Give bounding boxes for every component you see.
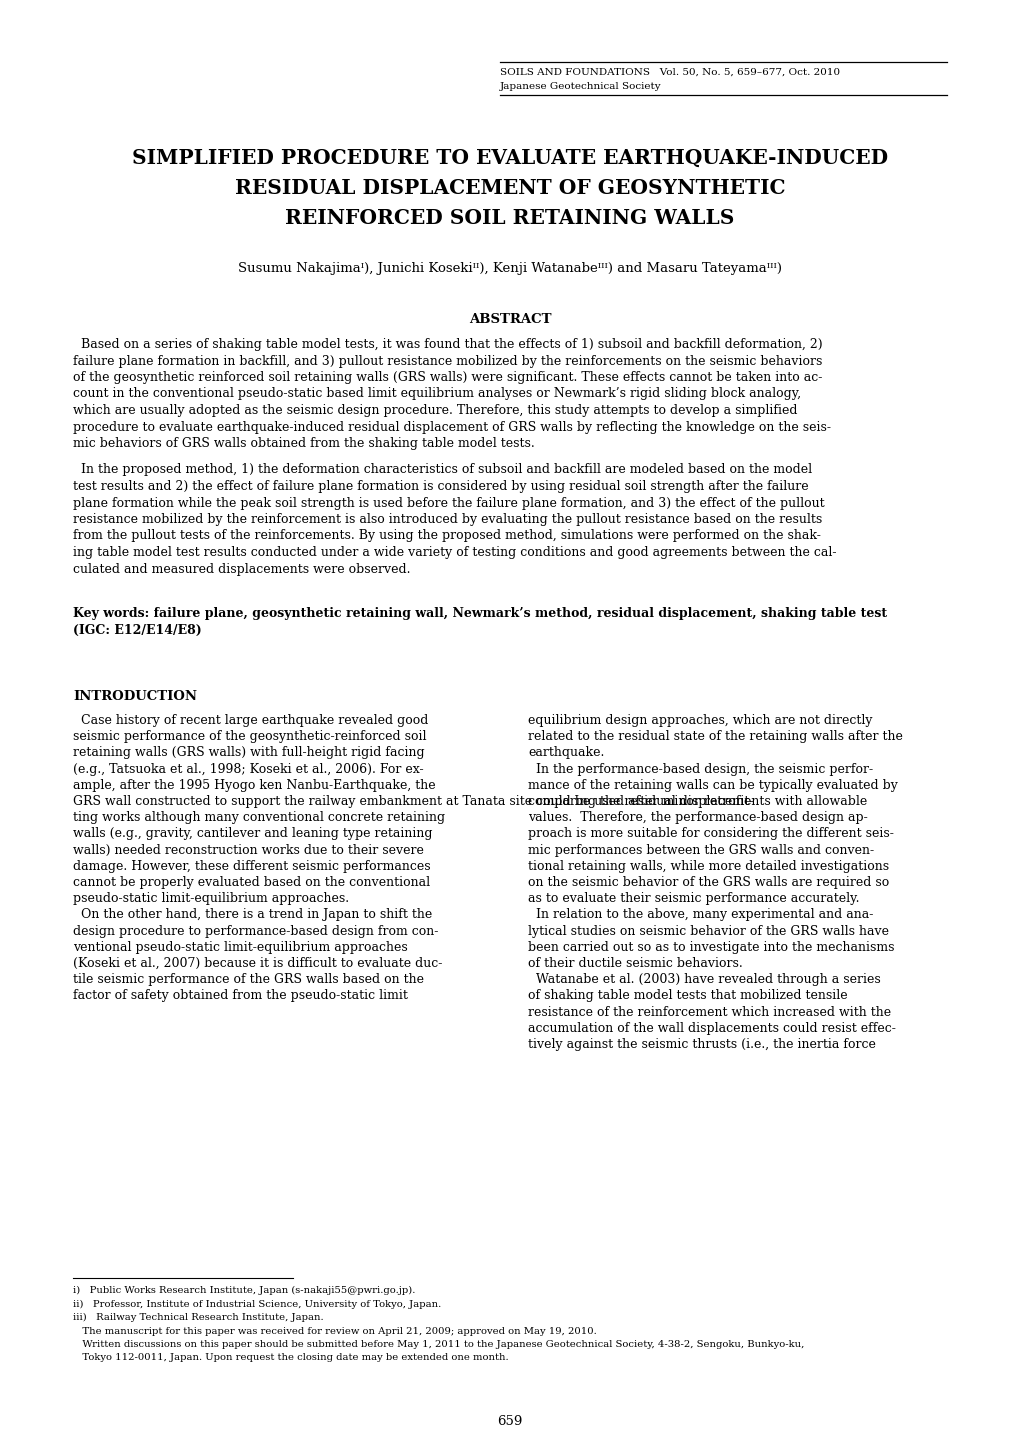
- Text: SIMPLIFIED PROCEDURE TO EVALUATE EARTHQUAKE-INDUCED: SIMPLIFIED PROCEDURE TO EVALUATE EARTHQU…: [131, 149, 888, 167]
- Text: been carried out so as to investigate into the mechanisms: been carried out so as to investigate in…: [528, 941, 894, 954]
- Text: of shaking table model tests that mobilized tensile: of shaking table model tests that mobili…: [528, 990, 847, 1003]
- Text: tively against the seismic thrusts (i.e., the inertia force: tively against the seismic thrusts (i.e.…: [528, 1038, 875, 1051]
- Text: values.  Therefore, the performance-based design ap-: values. Therefore, the performance-based…: [528, 811, 867, 824]
- Text: design procedure to performance-based design from con-: design procedure to performance-based de…: [73, 925, 438, 938]
- Text: related to the residual state of the retaining walls after the: related to the residual state of the ret…: [528, 730, 902, 743]
- Text: on the seismic behavior of the GRS walls are required so: on the seismic behavior of the GRS walls…: [528, 876, 889, 889]
- Text: tile seismic performance of the GRS walls based on the: tile seismic performance of the GRS wall…: [73, 973, 424, 986]
- Text: (e.g., Tatsuoka et al., 1998; Koseki et al., 2006). For ex-: (e.g., Tatsuoka et al., 1998; Koseki et …: [73, 762, 423, 775]
- Text: Key words: failure plane, geosynthetic retaining wall, Newmark’s method, residua: Key words: failure plane, geosynthetic r…: [73, 608, 887, 620]
- Text: Based on a series of shaking table model tests, it was found that the effects of: Based on a series of shaking table model…: [73, 338, 821, 351]
- Text: (Koseki et al., 2007) because it is difficult to evaluate duc-: (Koseki et al., 2007) because it is diff…: [73, 957, 442, 970]
- Text: which are usually adopted as the seismic design procedure. Therefore, this study: which are usually adopted as the seismic…: [73, 404, 797, 417]
- Text: retaining walls (GRS walls) with full-height rigid facing: retaining walls (GRS walls) with full-he…: [73, 746, 424, 759]
- Text: cannot be properly evaluated based on the conventional: cannot be properly evaluated based on th…: [73, 876, 430, 889]
- Text: ventional pseudo-static limit-equilibrium approaches: ventional pseudo-static limit-equilibriu…: [73, 941, 408, 954]
- Text: Case history of recent large earthquake revealed good: Case history of recent large earthquake …: [73, 714, 428, 727]
- Text: earthquake.: earthquake.: [528, 746, 604, 759]
- Text: damage. However, these different seismic performances: damage. However, these different seismic…: [73, 860, 430, 873]
- Text: In the proposed method, 1) the deformation characteristics of subsoil and backfi: In the proposed method, 1) the deformati…: [73, 463, 811, 476]
- Text: ABSTRACT: ABSTRACT: [469, 313, 550, 326]
- Text: The manuscript for this paper was received for review on April 21, 2009; approve: The manuscript for this paper was receiv…: [73, 1326, 596, 1336]
- Text: ing table model test results conducted under a wide variety of testing condition: ing table model test results conducted u…: [73, 545, 836, 558]
- Text: equilibrium design approaches, which are not directly: equilibrium design approaches, which are…: [528, 714, 871, 727]
- Text: as to evaluate their seismic performance accurately.: as to evaluate their seismic performance…: [528, 892, 859, 905]
- Text: mic behaviors of GRS walls obtained from the shaking table model tests.: mic behaviors of GRS walls obtained from…: [73, 437, 534, 450]
- Text: accumulation of the wall displacements could resist effec-: accumulation of the wall displacements c…: [528, 1022, 895, 1035]
- Text: ting works although many conventional concrete retaining: ting works although many conventional co…: [73, 811, 444, 824]
- Text: plane formation while the peak soil strength is used before the failure plane fo: plane formation while the peak soil stre…: [73, 496, 823, 509]
- Text: Susumu Nakajimaᴵ), Junichi Kosekiᴵᴵ), Kenji Watanabeᴵᴵᴵ) and Masaru Tateyamaᴵᴵᴵ): Susumu Nakajimaᴵ), Junichi Kosekiᴵᴵ), Ke…: [237, 263, 782, 276]
- Text: factor of safety obtained from the pseudo-static limit: factor of safety obtained from the pseud…: [73, 990, 408, 1003]
- Text: REINFORCED SOIL RETAINING WALLS: REINFORCED SOIL RETAINING WALLS: [285, 208, 734, 228]
- Text: failure plane formation in backfill, and 3) pullout resistance mobilized by the : failure plane formation in backfill, and…: [73, 355, 821, 368]
- Text: tional retaining walls, while more detailed investigations: tional retaining walls, while more detai…: [528, 860, 889, 873]
- Text: Tokyo 112-0011, Japan. Upon request the closing date may be extended one month.: Tokyo 112-0011, Japan. Upon request the …: [73, 1354, 508, 1362]
- Text: culated and measured displacements were observed.: culated and measured displacements were …: [73, 563, 410, 576]
- Text: INTRODUCTION: INTRODUCTION: [73, 690, 197, 703]
- Text: (IGC: E12/E14/E8): (IGC: E12/E14/E8): [73, 623, 202, 636]
- Text: walls) needed reconstruction works due to their severe: walls) needed reconstruction works due t…: [73, 844, 424, 857]
- Text: RESIDUAL DISPLACEMENT OF GEOSYNTHETIC: RESIDUAL DISPLACEMENT OF GEOSYNTHETIC: [234, 177, 785, 198]
- Text: procedure to evaluate earthquake-induced residual displacement of GRS walls by r: procedure to evaluate earthquake-induced…: [73, 420, 830, 433]
- Text: seismic performance of the geosynthetic-reinforced soil: seismic performance of the geosynthetic-…: [73, 730, 426, 743]
- Text: Japanese Geotechnical Society: Japanese Geotechnical Society: [499, 82, 661, 91]
- Text: lytical studies on seismic behavior of the GRS walls have: lytical studies on seismic behavior of t…: [528, 925, 889, 938]
- Text: resistance of the reinforcement which increased with the: resistance of the reinforcement which in…: [528, 1006, 891, 1019]
- Text: 659: 659: [497, 1416, 522, 1429]
- Text: Written discussions on this paper should be submitted before May 1, 2011 to the : Written discussions on this paper should…: [73, 1341, 804, 1349]
- Text: proach is more suitable for considering the different seis-: proach is more suitable for considering …: [528, 827, 893, 840]
- Text: In the performance-based design, the seismic perfor-: In the performance-based design, the sei…: [528, 762, 872, 775]
- Text: test results and 2) the effect of failure plane formation is considered by using: test results and 2) the effect of failur…: [73, 481, 808, 494]
- Text: ii)   Professor, Institute of Industrial Science, University of Tokyo, Japan.: ii) Professor, Institute of Industrial S…: [73, 1300, 441, 1309]
- Text: On the other hand, there is a trend in Japan to shift the: On the other hand, there is a trend in J…: [73, 909, 432, 922]
- Text: mic performances between the GRS walls and conven-: mic performances between the GRS walls a…: [528, 844, 873, 857]
- Text: of their ductile seismic behaviors.: of their ductile seismic behaviors.: [528, 957, 742, 970]
- Text: i)   Public Works Research Institute, Japan (s-nakaji55@pwri.go.jp).: i) Public Works Research Institute, Japa…: [73, 1286, 415, 1296]
- Text: SOILS AND FOUNDATIONS   Vol. 50, No. 5, 659–677, Oct. 2010: SOILS AND FOUNDATIONS Vol. 50, No. 5, 65…: [499, 68, 840, 76]
- Text: Watanabe et al. (2003) have revealed through a series: Watanabe et al. (2003) have revealed thr…: [528, 973, 879, 986]
- Text: In relation to the above, many experimental and ana-: In relation to the above, many experimen…: [528, 909, 872, 922]
- Text: comparing the residual displacements with allowable: comparing the residual displacements wit…: [528, 795, 866, 808]
- Text: iii)   Railway Technical Research Institute, Japan.: iii) Railway Technical Research Institut…: [73, 1313, 323, 1322]
- Text: from the pullout tests of the reinforcements. By using the proposed method, simu: from the pullout tests of the reinforcem…: [73, 530, 820, 543]
- Text: mance of the retaining walls can be typically evaluated by: mance of the retaining walls can be typi…: [528, 779, 897, 792]
- Text: of the geosynthetic reinforced soil retaining walls (GRS walls) were significant: of the geosynthetic reinforced soil reta…: [73, 371, 821, 384]
- Text: count in the conventional pseudo-static based limit equilibrium analyses or Newm: count in the conventional pseudo-static …: [73, 388, 800, 401]
- Text: ample, after the 1995 Hyogo ken Nanbu-Earthquake, the: ample, after the 1995 Hyogo ken Nanbu-Ea…: [73, 779, 435, 792]
- Text: walls (e.g., gravity, cantilever and leaning type retaining: walls (e.g., gravity, cantilever and lea…: [73, 827, 432, 840]
- Text: resistance mobilized by the reinforcement is also introduced by evaluating the p: resistance mobilized by the reinforcemen…: [73, 514, 821, 527]
- Text: pseudo-static limit-equilibrium approaches.: pseudo-static limit-equilibrium approach…: [73, 892, 348, 905]
- Text: GRS wall constructed to support the railway embankment at Tanata site could be u: GRS wall constructed to support the rail…: [73, 795, 753, 808]
